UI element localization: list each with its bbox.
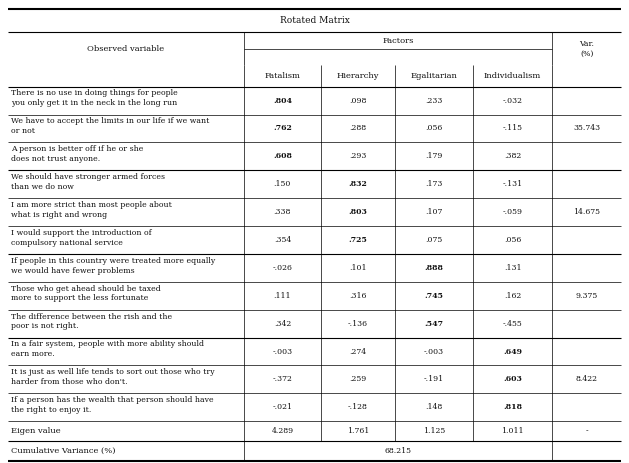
Text: .111: .111 xyxy=(274,292,291,300)
Text: .547: .547 xyxy=(425,319,443,328)
Text: .818: .818 xyxy=(503,403,522,411)
Text: .354: .354 xyxy=(274,236,291,244)
Text: .179: .179 xyxy=(425,152,443,160)
Text: .762: .762 xyxy=(273,125,292,132)
Text: Factors: Factors xyxy=(382,37,414,44)
Text: .075: .075 xyxy=(425,236,443,244)
Text: .148: .148 xyxy=(425,403,443,411)
Text: Rotated Matrix: Rotated Matrix xyxy=(279,16,350,25)
Text: -.128: -.128 xyxy=(348,403,368,411)
Text: -.032: -.032 xyxy=(503,97,523,105)
Text: 35.743: 35.743 xyxy=(573,125,601,132)
Text: Those who get ahead should be taxed
more to support the less fortunate: Those who get ahead should be taxed more… xyxy=(11,285,161,302)
Text: .382: .382 xyxy=(504,152,521,160)
Text: 1.011: 1.011 xyxy=(501,427,524,435)
Text: Cumulative Variance (%): Cumulative Variance (%) xyxy=(11,447,116,455)
Text: .338: .338 xyxy=(274,208,291,216)
Text: .316: .316 xyxy=(349,292,367,300)
Text: We should have stronger armed forces
than we do now: We should have stronger armed forces tha… xyxy=(11,173,165,191)
Text: -.455: -.455 xyxy=(503,319,523,328)
Text: -.021: -.021 xyxy=(272,403,292,411)
Text: Hierarchy: Hierarchy xyxy=(337,72,379,80)
Text: .056: .056 xyxy=(504,236,521,244)
Text: Observed variable: Observed variable xyxy=(87,45,164,53)
Text: -.372: -.372 xyxy=(272,375,292,383)
Text: -.191: -.191 xyxy=(424,375,444,383)
Text: .888: .888 xyxy=(425,264,443,272)
Text: .131: .131 xyxy=(504,264,521,272)
Text: .150: .150 xyxy=(274,180,291,188)
Text: .101: .101 xyxy=(349,264,367,272)
Text: .832: .832 xyxy=(348,180,367,188)
Text: .056: .056 xyxy=(425,125,443,132)
Text: 68.215: 68.215 xyxy=(385,447,411,455)
Text: If a person has the wealth that person should have
the right to enjoy it.: If a person has the wealth that person s… xyxy=(11,396,214,414)
Text: 1.761: 1.761 xyxy=(347,427,369,435)
Text: Individualism: Individualism xyxy=(484,72,542,80)
Text: -.026: -.026 xyxy=(272,264,292,272)
Text: .107: .107 xyxy=(425,208,443,216)
Text: .274: .274 xyxy=(349,348,367,356)
Text: .259: .259 xyxy=(349,375,367,383)
Text: Fatalism: Fatalism xyxy=(264,72,301,80)
Text: 8.422: 8.422 xyxy=(576,375,598,383)
Text: .098: .098 xyxy=(349,97,367,105)
Text: 14.675: 14.675 xyxy=(574,208,600,216)
Text: -.136: -.136 xyxy=(348,319,368,328)
Text: .725: .725 xyxy=(348,236,367,244)
Text: 1.125: 1.125 xyxy=(423,427,445,435)
Text: A person is better off if he or she
does not trust anyone.: A person is better off if he or she does… xyxy=(11,145,143,163)
Text: Var.
(%): Var. (%) xyxy=(579,40,594,57)
Text: I am more strict than most people about
what is right and wrong: I am more strict than most people about … xyxy=(11,201,172,219)
Text: -.131: -.131 xyxy=(503,180,523,188)
Text: .342: .342 xyxy=(274,319,291,328)
Text: We have to accept the limits in our life if we want
or not: We have to accept the limits in our life… xyxy=(11,117,209,135)
Text: 9.375: 9.375 xyxy=(576,292,598,300)
Text: -: - xyxy=(586,427,588,435)
Text: The difference between the rish and the
poor is not right.: The difference between the rish and the … xyxy=(11,313,172,330)
Text: If people in this country were treated more equally
we would have fewer problems: If people in this country were treated m… xyxy=(11,257,216,275)
Text: .603: .603 xyxy=(503,375,522,383)
Text: .162: .162 xyxy=(504,292,521,300)
Text: .233: .233 xyxy=(425,97,443,105)
Text: Eigen value: Eigen value xyxy=(11,427,61,435)
Text: It is just as well life tends to sort out those who try
harder from those who do: It is just as well life tends to sort ou… xyxy=(11,368,215,386)
Text: -.115: -.115 xyxy=(503,125,523,132)
Text: .803: .803 xyxy=(348,208,367,216)
Text: -.003: -.003 xyxy=(424,348,444,356)
Text: Egalitarian: Egalitarian xyxy=(411,72,457,80)
Text: .649: .649 xyxy=(503,348,522,356)
Text: .173: .173 xyxy=(425,180,443,188)
Text: There is no use in doing things for people
you only get it in the neck in the lo: There is no use in doing things for peop… xyxy=(11,89,178,107)
Text: I would support the introduction of
compulsory national service: I would support the introduction of comp… xyxy=(11,229,152,247)
Text: .804: .804 xyxy=(273,97,292,105)
Text: -.059: -.059 xyxy=(503,208,523,216)
Text: .293: .293 xyxy=(349,152,367,160)
Text: .288: .288 xyxy=(349,125,367,132)
Text: -.003: -.003 xyxy=(272,348,292,356)
Text: 4.289: 4.289 xyxy=(271,427,294,435)
Text: In a fair system, people with more ability should
earn more.: In a fair system, people with more abili… xyxy=(11,340,204,358)
Text: .608: .608 xyxy=(273,152,292,160)
Text: .745: .745 xyxy=(425,292,443,300)
